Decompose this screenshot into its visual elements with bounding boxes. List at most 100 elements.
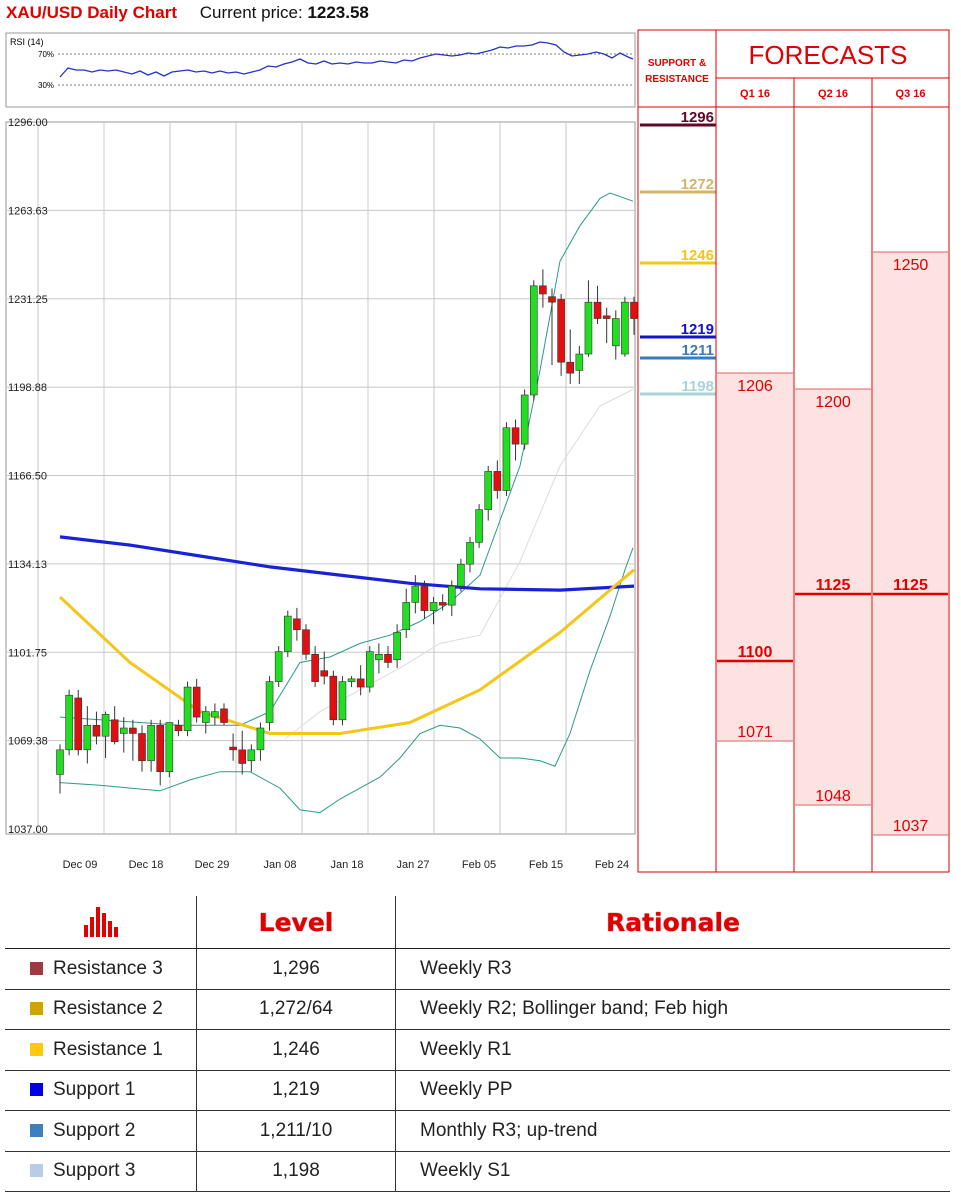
candle <box>183 681 192 737</box>
main-plot-frame <box>5 121 636 835</box>
candle-body <box>201 711 210 723</box>
row-level: 1,211/10 <box>196 1110 396 1152</box>
candle <box>92 711 101 745</box>
x-axis: Dec 09 Dec 18 Dec 29 Jan 08 Jan 18 Jan 27 Feb … <box>63 859 630 871</box>
candle <box>74 689 83 756</box>
sr-level-label: 1211 <box>681 342 714 359</box>
row-name-cell: Support 3 <box>5 1151 197 1192</box>
table-row: Support 2 1,211/10 Monthly R3; up-trend <box>5 1110 950 1152</box>
levels-table: Level Rationale Resistance 3 1,296 Weekl… <box>5 896 950 1192</box>
candle-body <box>393 632 401 661</box>
forecast-low-label: 1048 <box>815 788 851 805</box>
row-level: 1,198 <box>196 1151 396 1192</box>
candle-body <box>438 602 447 606</box>
swatch-icon <box>30 1002 43 1016</box>
forecast-mid-label: 1125 <box>816 577 851 594</box>
sma-100-line <box>59 535 635 592</box>
sr-level-label: 1272 <box>681 176 714 193</box>
sr-level-label: 1198 <box>681 378 714 395</box>
candle-body <box>566 361 575 374</box>
candle <box>466 536 474 573</box>
candle-body <box>147 724 155 762</box>
table-row: Resistance 3 1,296 Weekly R3 <box>5 948 950 990</box>
candle <box>265 676 274 731</box>
row-name: Resistance 1 <box>53 1038 163 1060</box>
candle <box>411 575 420 614</box>
forecast-columns: Q1 16 1206 1100 1071 Q2 16 1200 1125 1048 Q3 16 1… <box>717 78 948 872</box>
forecast-quarter-header: Q2 16 <box>818 88 848 100</box>
candle <box>238 730 247 775</box>
candle-body <box>311 653 319 682</box>
y-tick-label: 1069.38 <box>8 736 48 748</box>
candle <box>356 665 365 696</box>
x-tick-label: Feb 15 <box>529 859 563 871</box>
candle-body <box>420 585 429 611</box>
rsi-line <box>59 41 634 78</box>
candle <box>247 744 256 772</box>
candle-body <box>192 686 201 718</box>
candle <box>174 719 183 737</box>
sr-column <box>637 29 717 873</box>
forecast-quarter-header: Q3 16 <box>896 88 926 100</box>
candle-body <box>320 670 329 677</box>
x-tick-label: Dec 29 <box>195 859 230 871</box>
candle-body <box>466 542 474 565</box>
row-name: Resistance 3 <box>53 957 163 979</box>
candle-body <box>183 686 192 732</box>
candle-body <box>484 471 493 510</box>
candle-body <box>156 724 165 772</box>
swatch-icon <box>30 1123 43 1137</box>
candle-body <box>493 471 502 491</box>
table-row: Resistance 1 1,246 Weekly R1 <box>5 1029 950 1071</box>
candle <box>529 280 538 401</box>
row-name-cell: Resistance 2 <box>5 989 197 1030</box>
candle-body <box>621 301 629 355</box>
candle-body <box>457 563 465 587</box>
candle-body <box>575 353 584 371</box>
candle <box>220 703 228 726</box>
forecast-mid-label: 1100 <box>738 644 773 661</box>
candle-body <box>529 285 538 396</box>
candle-body <box>429 602 438 611</box>
candle <box>375 643 383 674</box>
candle-body <box>265 681 274 723</box>
candle <box>520 389 529 450</box>
rsi-label: RSI (14) <box>10 37 44 47</box>
sr-level-label: 1296 <box>681 109 714 126</box>
candle-body <box>411 585 420 603</box>
candle-body <box>138 733 146 762</box>
row-name: Resistance 2 <box>53 998 163 1020</box>
y-tick-label: 1166.50 <box>8 471 47 483</box>
candle-body <box>356 678 365 688</box>
candle-body <box>584 301 593 355</box>
row-name: Support 3 <box>53 1160 136 1182</box>
candle <box>293 607 301 641</box>
candle-body <box>347 678 356 682</box>
candle <box>347 676 356 688</box>
sr-level-label: 1246 <box>681 247 714 264</box>
candle-body <box>238 749 247 764</box>
candle-body <box>129 727 137 734</box>
row-level: 1,246 <box>196 1029 396 1071</box>
candle <box>338 676 347 726</box>
candle <box>384 646 392 668</box>
candle-body <box>101 714 110 737</box>
candle-body <box>511 427 520 445</box>
row-rationale: Weekly S1 <box>395 1151 950 1192</box>
candle <box>320 651 329 685</box>
moving-averages <box>58 535 635 735</box>
swatch-icon <box>30 1083 43 1097</box>
forecast-high-label: 1250 <box>893 257 929 274</box>
candle <box>365 646 374 693</box>
forecast-quarter-header: Q1 16 <box>740 88 770 100</box>
bar-chart-icon <box>83 907 118 937</box>
candle <box>438 594 447 611</box>
table-header-level: Level <box>196 896 396 949</box>
row-level: 1,272/64 <box>196 989 396 1030</box>
candle <box>83 706 92 764</box>
candle-body <box>110 719 119 742</box>
candle-body <box>256 727 265 751</box>
candle <box>539 269 547 308</box>
candle <box>192 678 201 723</box>
candle <box>274 646 283 688</box>
